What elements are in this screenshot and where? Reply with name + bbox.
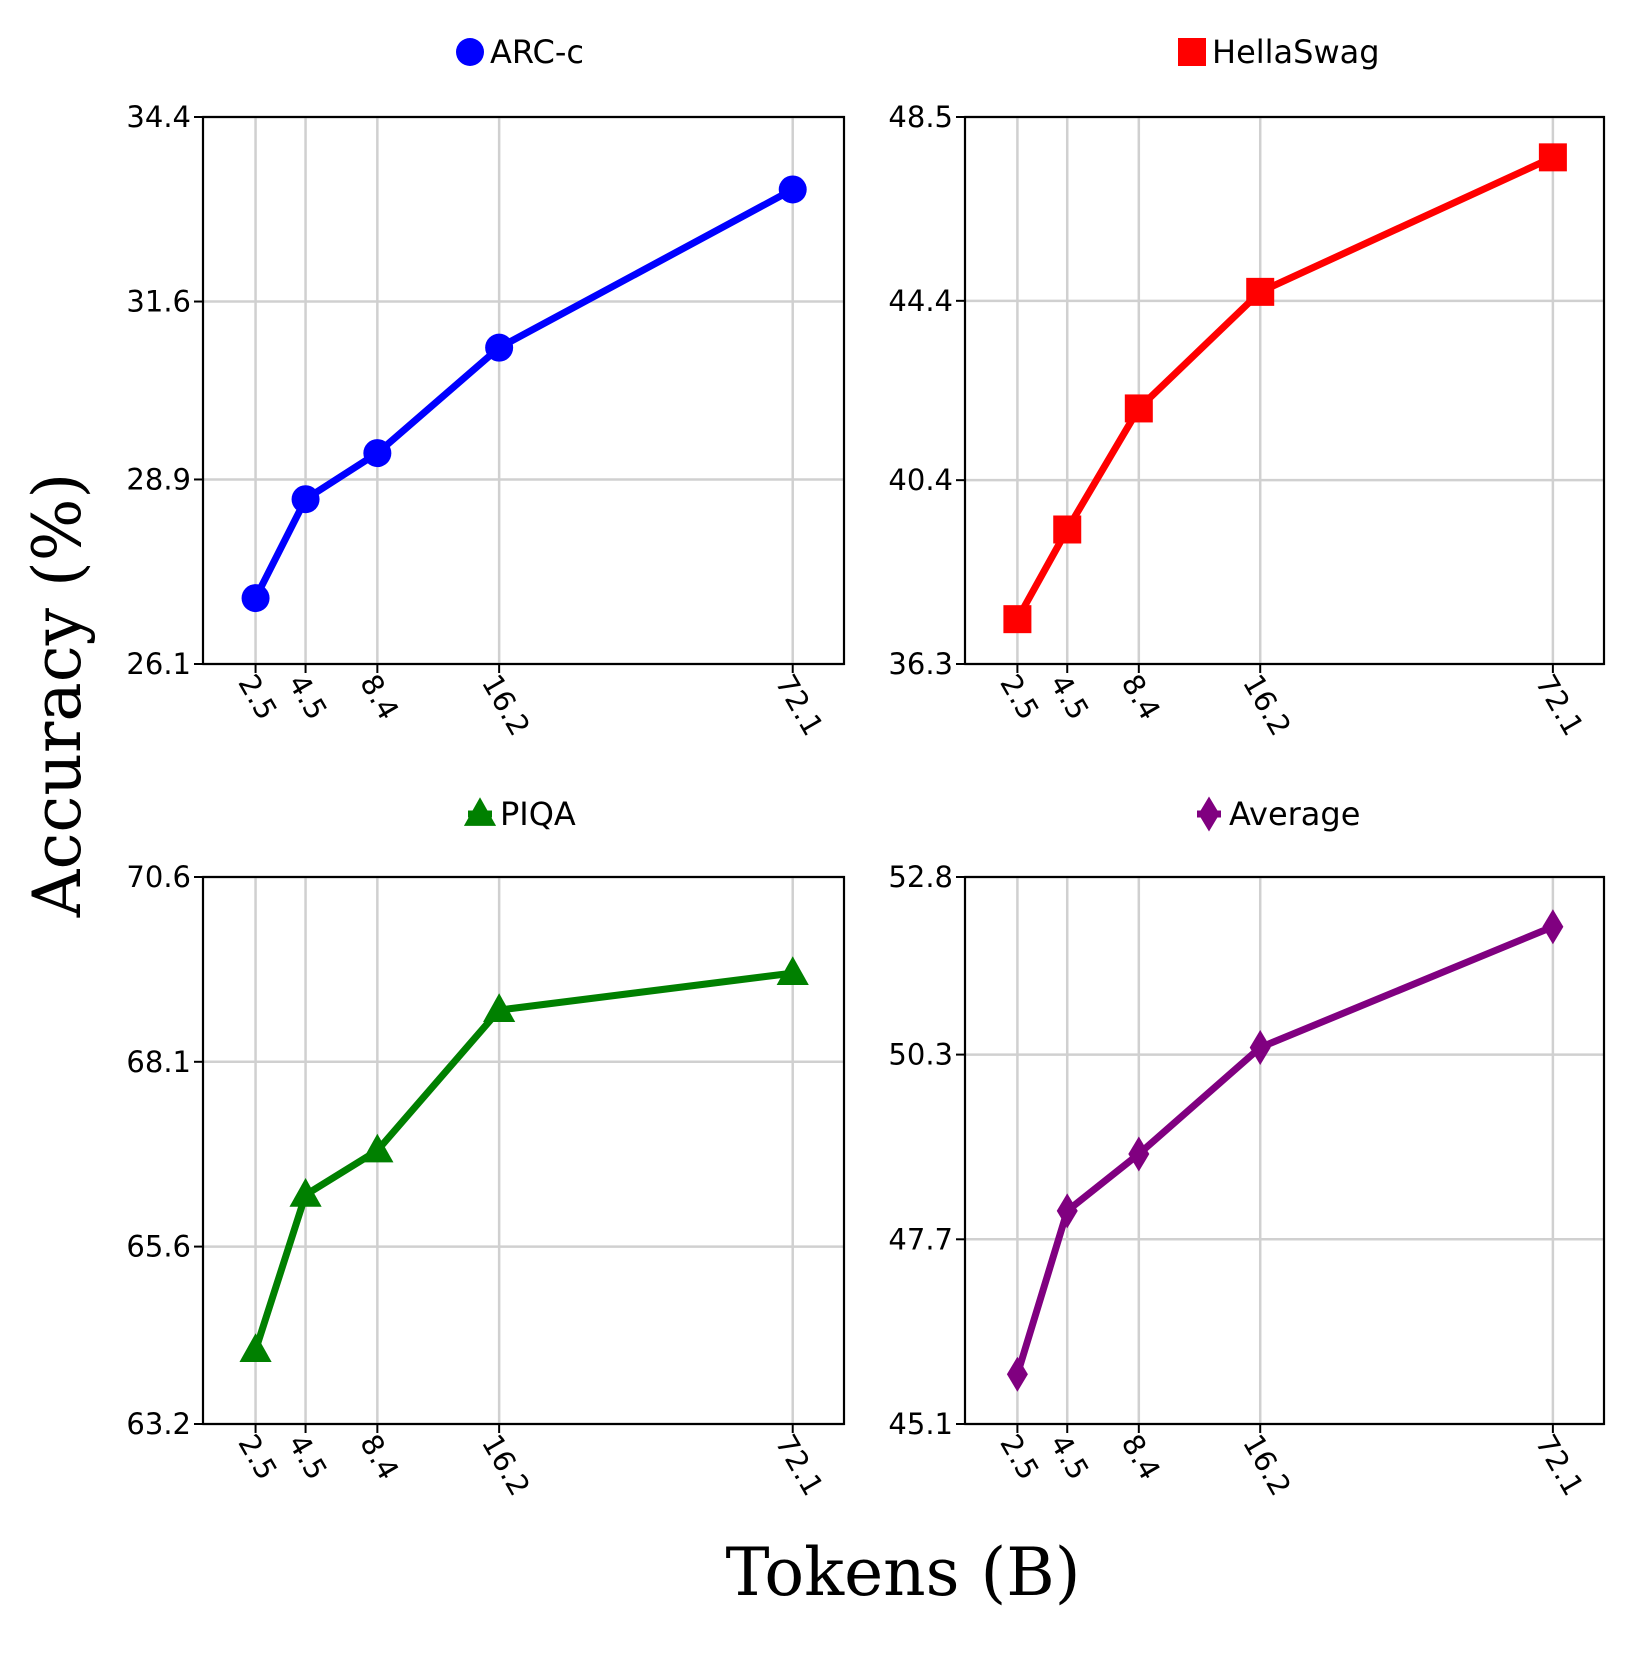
data-point	[361, 1133, 394, 1163]
x-tick-label: 16.2	[1236, 669, 1298, 742]
x-tick-label: 16.2	[475, 669, 537, 742]
data-point	[483, 993, 516, 1022]
series-line	[252, 185, 797, 602]
subplot-hellaswag: 36.3 40.4 44.4 48.5 2.54.5 8.4 16.2 72.1 HellaSw…	[888, 33, 1606, 742]
data-point	[289, 1178, 322, 1207]
y-tick-label: 44.4	[888, 284, 953, 318]
axes-frame	[201, 875, 846, 1426]
axes-frame	[963, 115, 1606, 666]
x-tick-label: 4.5	[1043, 1429, 1096, 1486]
y-tick-label: 63.2	[126, 1407, 191, 1441]
legend-marker	[463, 797, 497, 826]
x-tick-label: 72.1	[769, 669, 831, 742]
axes-frame	[963, 875, 1606, 1426]
x-axis-title: Tokens (B)	[725, 1534, 1080, 1611]
subplot-grid: 26.128.931.634.42.54.5 8.4 16.2 72.1ARC-c36…	[126, 33, 1606, 1502]
x-tick-label: 16.2	[475, 1429, 537, 1502]
y-tick-label: 65.6	[126, 1230, 191, 1264]
data-point	[776, 956, 809, 985]
data-point	[1124, 394, 1153, 423]
data-point	[241, 584, 270, 613]
subplot-average: 45.1 47.7 50.3 52.8 2.54.5 8.4 16.2 72.1 Average	[888, 795, 1606, 1502]
x-tick-label: 2.5	[231, 1429, 284, 1486]
data-point	[1056, 1193, 1078, 1229]
x-tick-label: 2.5	[993, 669, 1046, 726]
data-point	[1246, 277, 1275, 306]
x-tick-label: 72.1	[769, 1429, 831, 1502]
x-tick-label: 4.5	[281, 1429, 334, 1486]
y-tick-label: 36.3	[888, 647, 953, 681]
data-point	[1249, 1029, 1271, 1065]
x-tick-label: 2.5	[231, 669, 284, 726]
legend: Average	[1197, 795, 1360, 833]
x-tick-label: 8.4	[1115, 669, 1168, 726]
y-tick-label: 48.5	[888, 100, 953, 134]
x-tick-label: 2.5	[993, 1429, 1046, 1486]
legend-label: HellaSwag	[1212, 33, 1380, 71]
x-tick-label: 8.4	[353, 1429, 406, 1486]
subplot-arc-c: 26.1 28.9 31.6 34.4 2.54.5 8.4 16.2 72.1 ARC-c	[126, 33, 846, 742]
y-tick-label: 40.4	[888, 463, 953, 497]
y-tick-label: 47.7	[888, 1222, 953, 1256]
y-tick-label: 52.8	[888, 860, 953, 894]
subplot-piqa: 63.2 65.6 68.1 70.6 2.54.5 8.4 16.2 72.1 PIQA	[126, 795, 846, 1502]
x-tick-label: 72.1	[1529, 669, 1591, 742]
x-tick-label: 8.4	[353, 669, 406, 726]
y-tick-label: 70.6	[126, 860, 191, 894]
y-tick-label: 50.3	[888, 1038, 953, 1072]
data-point	[1542, 909, 1564, 945]
legend-marker	[1198, 796, 1220, 832]
data-point	[291, 485, 320, 514]
y-tick-label: 34.4	[126, 100, 191, 134]
legend-marker	[1178, 38, 1206, 66]
legend: ARC-c	[456, 33, 584, 71]
x-tick-label: 72.1	[1529, 1429, 1591, 1502]
data-point	[485, 333, 514, 362]
series-line	[252, 969, 797, 1354]
y-tick-label: 68.1	[126, 1045, 191, 1079]
data-point	[1006, 1356, 1028, 1392]
legend: PIQA	[463, 795, 576, 833]
data-point	[1128, 1136, 1150, 1172]
legend: HellaSwag	[1178, 33, 1380, 71]
y-tick-label: 26.1	[126, 647, 191, 681]
y-axis-title: Accuracy (%)	[19, 473, 96, 918]
x-tick-label: 8.4	[1115, 1429, 1168, 1486]
series-line	[1013, 923, 1557, 1378]
data-point	[239, 1333, 272, 1362]
legend-label: Average	[1229, 795, 1360, 833]
y-tick-label: 31.6	[126, 285, 191, 319]
y-tick-label: 45.1	[888, 1407, 953, 1441]
data-point	[1003, 605, 1032, 634]
x-tick-label: 16.2	[1236, 1429, 1298, 1502]
y-tick-label: 28.9	[126, 462, 191, 496]
x-tick-label: 4.5	[281, 669, 334, 726]
data-point	[1053, 515, 1082, 544]
axes-frame	[201, 115, 846, 666]
data-point	[1538, 143, 1567, 172]
data-point	[363, 439, 392, 468]
x-tick-label: 4.5	[1043, 669, 1096, 726]
legend-label: ARC-c	[490, 33, 584, 71]
data-point	[778, 175, 807, 204]
series-line	[1013, 153, 1557, 623]
legend-label: PIQA	[500, 795, 576, 833]
legend-marker	[456, 38, 484, 66]
